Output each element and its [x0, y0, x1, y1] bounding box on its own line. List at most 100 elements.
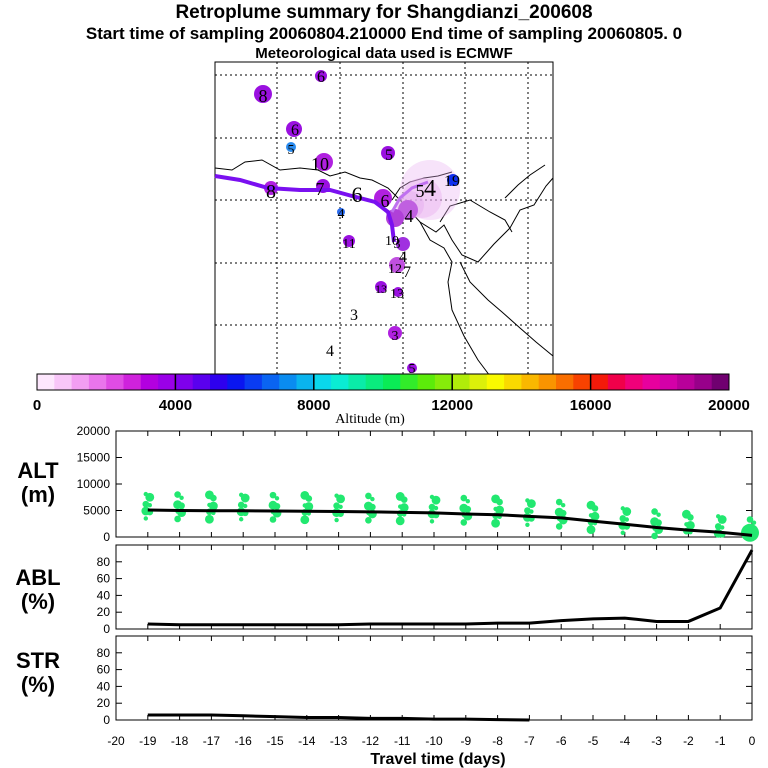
x-tick-label: -16 [235, 734, 253, 748]
plume-marker [315, 70, 327, 82]
altitude-point [651, 508, 658, 515]
x-axis-label: Travel time (days) [370, 751, 505, 768]
map-label: 13 [390, 287, 404, 302]
map-label: 8 [266, 181, 276, 203]
trajectory-lines [214, 174, 429, 243]
altitude-point [365, 517, 372, 524]
altitude-point [714, 523, 722, 530]
x-tick-label: -3 [651, 734, 662, 748]
altitude-point [555, 523, 563, 530]
colorbar-swatch [504, 374, 522, 390]
altitude-point [269, 516, 277, 523]
colorbar-swatch [434, 374, 453, 390]
y-tick-label: 5000 [83, 504, 110, 518]
y-tick-label: 80 [97, 646, 111, 660]
colorbar-swatch [556, 374, 574, 390]
altitude-point [656, 512, 661, 517]
x-tick-label: -4 [619, 734, 630, 748]
abl-series-line [147, 549, 754, 627]
altitude-point [143, 491, 148, 497]
plume-marker [389, 257, 405, 273]
altitude-point [334, 517, 339, 523]
map-label: 6 [317, 69, 325, 86]
y-tick-label: 40 [97, 679, 111, 693]
altitude-point [173, 500, 183, 510]
map-label: 12 [388, 262, 402, 277]
colorbar-swatch [383, 374, 401, 390]
x-tick-label: -7 [524, 734, 535, 748]
plume-marker [447, 174, 459, 186]
altitude-point [588, 513, 594, 518]
x-tick-label: -8 [492, 734, 503, 748]
colorbar-swatch [625, 374, 643, 390]
altitude-point [365, 492, 372, 500]
colorbar-swatch [642, 374, 661, 390]
altitude-point [398, 504, 403, 509]
colorbar-swatch [486, 374, 505, 390]
colorbar-swatch [140, 374, 159, 390]
time-series-panels: 0 5000 10000 15000 20000 0 20 40 60 80 0 20 40 60 80 -2… [77, 424, 759, 748]
colorbar-swatch [227, 374, 246, 390]
y-tick-label: 15000 [77, 451, 111, 465]
map-label: 8 [259, 86, 268, 106]
colorbar-swatch [365, 374, 384, 390]
x-tick-label: -6 [556, 734, 567, 748]
x-tick-label: -1 [715, 734, 726, 748]
map-label: 5 [416, 181, 425, 201]
altitude-point [620, 506, 625, 511]
x-tick-label: -15 [266, 734, 284, 748]
x-tick-label: -5 [588, 734, 599, 748]
altitude-point [746, 516, 754, 523]
plume-marker [381, 146, 395, 160]
x-tick-label: 0 [749, 734, 756, 748]
colorbar-swatch [469, 374, 488, 390]
map-label: 4 [424, 176, 436, 202]
colorbar-swatch [54, 374, 73, 390]
y-tick-label: 0 [103, 622, 110, 636]
map-label: 10 [311, 154, 329, 174]
map-label: 5 [409, 362, 416, 377]
altitude-point [525, 498, 530, 503]
map-graticule [215, 62, 553, 376]
map-label: 7 [403, 264, 411, 281]
map-label: 3 [350, 307, 358, 324]
colorbar-swatch [37, 374, 55, 390]
altitude-point [179, 495, 184, 500]
colorbar-swatch [521, 374, 540, 390]
alt-panel: 0 5000 10000 15000 20000 [77, 424, 759, 544]
plume-marker [286, 121, 302, 137]
altitude-point [620, 530, 625, 535]
colorbar-tick-label: 16000 [570, 397, 612, 414]
colorbar-swatch [417, 374, 436, 390]
colorbar-swatch [123, 374, 142, 390]
altitude-point [395, 516, 405, 526]
met-data-line: Meteorological data used is ECMWF [255, 45, 513, 62]
map-label: 4 [326, 343, 334, 360]
altitude-point [491, 518, 500, 528]
plume-marker [388, 326, 402, 340]
abl-label: ABL [15, 565, 60, 590]
colorbar-swatch [538, 374, 557, 390]
y-tick-label: 0 [103, 713, 110, 727]
map-label: 13 [375, 282, 387, 296]
altitude-point [460, 494, 468, 502]
colorbar-tick-label: 8000 [297, 397, 330, 414]
y-tick-label: 20 [97, 696, 111, 710]
colorbar-swatch [88, 374, 107, 390]
altitude-point [174, 515, 181, 523]
x-tick-label: -20 [107, 734, 125, 748]
y-tick-label: 60 [97, 663, 111, 677]
plume-marker [375, 281, 387, 293]
colorbar-swatch [677, 374, 695, 390]
plume-marker [337, 208, 345, 216]
plume-marker [393, 287, 403, 297]
alt-label: ALT [17, 458, 59, 483]
altitude-colorbar: 0 4000 8000 12000 16000 20000 [33, 373, 750, 414]
altitude-point [586, 525, 596, 534]
y-tick-label: 0 [103, 530, 110, 544]
altitude-point [333, 502, 340, 510]
altitude-point [364, 501, 373, 511]
altitude-point [205, 490, 214, 500]
colorbar-swatch [348, 374, 367, 390]
